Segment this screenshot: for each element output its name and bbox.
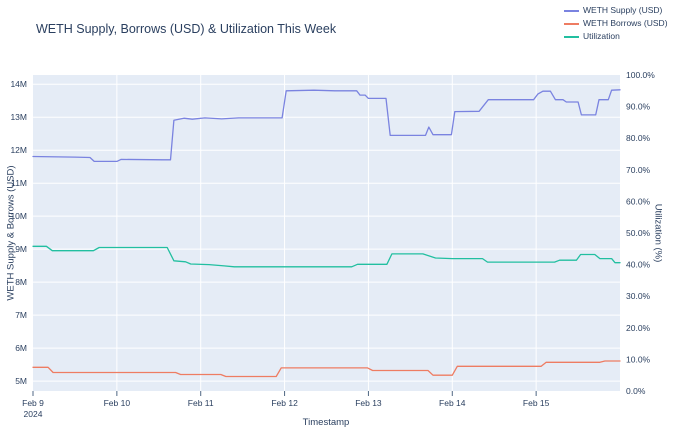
weth-borrows-usd-line [32, 360, 621, 378]
y-right-tick-label: 0.0% [626, 386, 646, 396]
legend-item-weth-supply-usd[interactable]: WETH Supply (USD) [564, 4, 668, 17]
y-right-tick-label: 80.0% [626, 133, 651, 143]
x-tick-label: Feb 11 [188, 398, 214, 408]
y-left-tick-label: 5M [15, 376, 27, 386]
legend-label: Utilization [583, 31, 620, 41]
legend-line-swatch-icon [564, 35, 579, 38]
legend: WETH Supply (USD) WETH Borrows (USD) Utili… [564, 4, 668, 43]
x-tick-label: Feb 15 [523, 398, 550, 408]
legend-item-utilization[interactable]: Utilization [564, 30, 668, 43]
y-left-tick-label: 9M [15, 244, 27, 254]
y-right-tick-label: 70.0% [626, 165, 651, 175]
y-left-tick-label: 6M [15, 343, 27, 353]
y-left-tick-label: 11M [11, 178, 27, 188]
x-axis-title: Timestamp [302, 417, 350, 428]
y-right-tick-label: 60.0% [626, 196, 651, 206]
y-right-tick-label: 10.0% [626, 354, 651, 364]
legend-line-swatch-icon [564, 22, 579, 25]
y-right-axis-title: Utilization (%) [652, 203, 664, 263]
y-right-tick-label: 90.0% [626, 102, 651, 112]
y-right-tick-label: 20.0% [626, 323, 651, 333]
y-left-tick-label: 10M [10, 211, 27, 221]
legend-label: WETH Supply (USD) [583, 5, 663, 15]
y-right-tick-label: 30.0% [626, 291, 651, 301]
weth-supply-usd-line [32, 89, 621, 163]
y-left-tick-label: 13M [10, 112, 27, 122]
y-left-tick-label: 14M [10, 79, 27, 89]
y-left-tick-label: 12M [10, 145, 27, 155]
x-tick-label: Feb 12 [271, 398, 298, 408]
y-left-axis-title: WETH Supply & Borrows (USD) [5, 165, 17, 301]
chart-title: WETH Supply, Borrows (USD) & Utilization… [36, 22, 337, 36]
x-tick-label: Feb 10 [104, 398, 131, 408]
y-right-tick-label: 100.0% [626, 70, 655, 80]
legend-line-swatch-icon [564, 9, 579, 12]
y-left-tick-label: 7M [15, 310, 27, 320]
legend-item-weth-borrows-usd[interactable]: WETH Borrows (USD) [564, 17, 668, 30]
x-tick-label: Feb 13 [355, 398, 382, 408]
x-tick-sublabel: 2024 [24, 409, 43, 419]
y-left-tick-label: 8M [15, 277, 27, 287]
y-right-tick-label: 40.0% [626, 260, 651, 270]
plot-area[interactable] [33, 75, 620, 391]
utilization-line [32, 245, 621, 268]
x-tick-label: Feb 14 [439, 398, 466, 408]
x-tick-label: Feb 9 [22, 398, 44, 408]
y-right-tick-label: 50.0% [626, 228, 651, 238]
legend-label: WETH Borrows (USD) [583, 18, 668, 28]
